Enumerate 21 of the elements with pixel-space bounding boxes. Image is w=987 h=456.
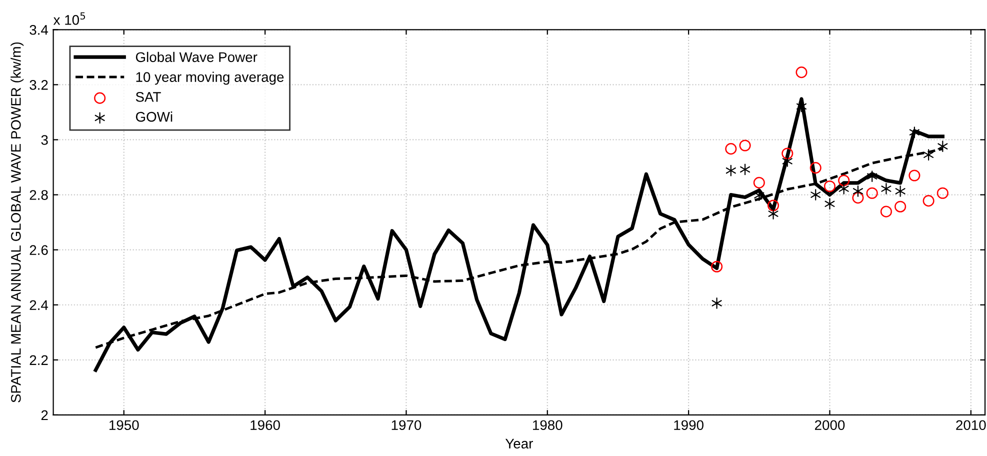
- x-tick-label: 1980: [533, 420, 562, 430]
- x-tick-label: 2000: [814, 420, 845, 430]
- x-tick-label: 1970: [392, 420, 422, 430]
- x-axis-title: Year: [505, 438, 533, 449]
- y-axis-title: SPATIAL MEAN ANNUAL GLOBAL WAVE POWER (kw/m): [10, 42, 24, 402]
- y-tick-label: 2.2: [30, 355, 48, 365]
- y-tick-label: 3.2: [30, 80, 48, 90]
- legend-label: SAT: [136, 92, 161, 102]
- y-tick-label: 3.4: [30, 24, 48, 35]
- y-tick-label: 2.8: [30, 190, 48, 200]
- x-tick-label: 1990: [674, 420, 704, 430]
- legend-label: Global Wave Power: [136, 52, 258, 62]
- text: x 10$^{5}$: [53, 12, 86, 25]
- x-tick-label: 1950: [109, 420, 139, 430]
- y-tick-label: 2.6: [30, 245, 48, 255]
- y-tick-label: 3: [41, 135, 48, 145]
- y-tick-label: 2: [41, 410, 48, 420]
- legend-label: 10 year moving average: [136, 72, 284, 85]
- x-tick-label: 1960: [250, 420, 280, 430]
- y-tick-label: 2.4: [30, 300, 48, 310]
- x-tick-label: 2010: [956, 420, 986, 430]
